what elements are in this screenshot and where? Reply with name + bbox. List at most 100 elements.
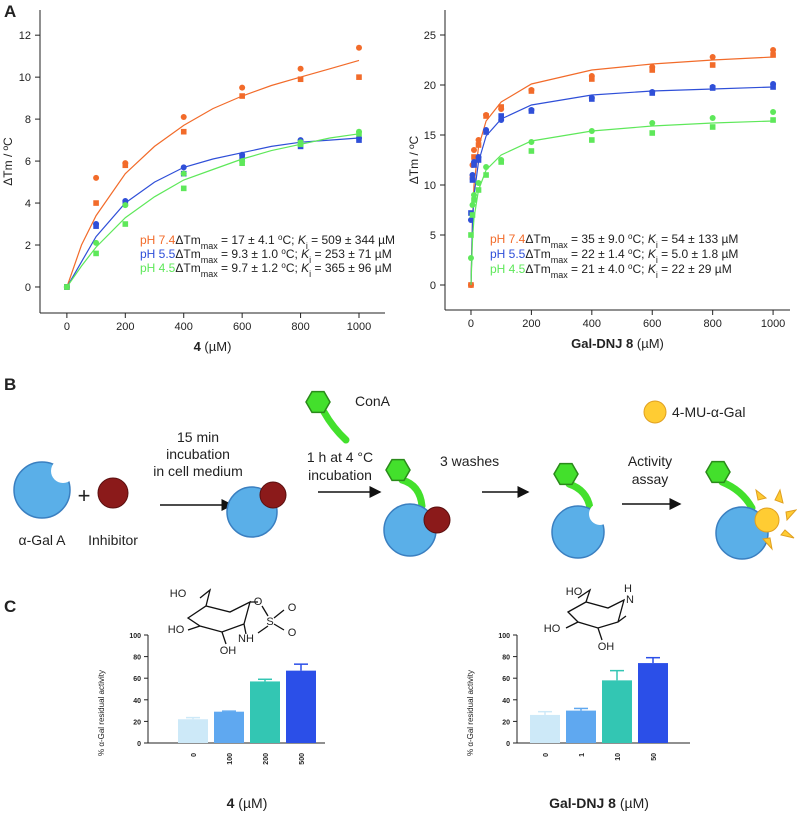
annotation-part: C; <box>632 262 647 276</box>
label: in cell medium <box>153 463 242 479</box>
cona-shape <box>705 460 731 484</box>
structure-label: HO <box>544 623 561 635</box>
inhibitor-shape <box>259 481 287 509</box>
point <box>649 120 656 126</box>
structure-label: O <box>288 627 297 639</box>
x-tick-label: 10 <box>615 753 622 761</box>
point <box>589 137 595 143</box>
x-axis-label: 4 (µM) <box>227 795 268 811</box>
x-axis-label-bold: Gal-DNJ 8 <box>571 336 633 351</box>
structure-label: H <box>624 583 632 595</box>
x-tick-label: 100 <box>227 753 234 765</box>
point <box>709 62 716 68</box>
y-tick-label: 12 <box>19 30 31 42</box>
y-tick-label: 100 <box>498 633 510 640</box>
annotation-part: ΔTm <box>525 262 550 276</box>
x-tick-label: 200 <box>263 753 270 765</box>
x-tick-label: 0 <box>468 318 474 330</box>
structure-label: HO <box>566 586 583 598</box>
y-tick-label: 60 <box>502 676 510 683</box>
y-axis-label: % α-Gal residual activity <box>466 670 475 756</box>
point <box>649 130 656 136</box>
annotation-part: max <box>201 241 219 251</box>
annotation-part: ΔTm <box>175 233 200 247</box>
point <box>356 44 363 51</box>
y-axis-label: ΔTm / ºC <box>407 135 421 184</box>
bar <box>566 710 596 743</box>
active-site <box>589 503 611 525</box>
x-tick-label: 500 <box>299 753 306 765</box>
point <box>649 90 656 96</box>
point <box>469 172 476 178</box>
x-tick-label: 400 <box>175 321 193 333</box>
fit-annotation: pH 7.4ΔTmmax = 17 ± 4.1 oC; Ki = 509 ± 3… <box>140 233 395 252</box>
label: 4-MU-α-Gal <box>672 404 745 420</box>
annotation-part: o <box>281 261 286 270</box>
annotation-part: C; <box>286 247 301 261</box>
y-tick-label: 5 <box>430 230 436 242</box>
bar <box>214 711 244 743</box>
point <box>239 84 246 91</box>
annotation-part: = 253 ± 71 µM <box>311 247 392 261</box>
x-tick-label: 0 <box>543 753 550 757</box>
point <box>180 114 187 121</box>
legend-name: pH 5.5 <box>140 247 176 261</box>
x-axis-label-unit: (µM) <box>201 339 232 354</box>
structure-label: O <box>254 596 263 608</box>
point <box>122 202 129 209</box>
point <box>64 284 70 290</box>
y-axis-label: % α-Gal residual activity <box>97 670 106 756</box>
bar <box>530 714 560 743</box>
x-axis-label-bold: Gal-DNJ 8 <box>549 795 616 811</box>
x-tick-label: 200 <box>116 321 134 333</box>
cona-shape <box>385 458 411 482</box>
annotation-part: K <box>648 232 657 246</box>
label: incubation <box>166 446 230 462</box>
point <box>498 113 504 119</box>
annotation-part: i <box>656 255 658 265</box>
x-tick-label: 600 <box>643 318 661 330</box>
inhibitor-shape <box>97 477 129 509</box>
point <box>467 255 474 261</box>
point <box>180 128 187 135</box>
annotation-part: o <box>278 233 283 242</box>
point <box>475 137 482 143</box>
y-tick-label: 0 <box>506 741 510 748</box>
panel-label: A <box>4 2 16 21</box>
fit-annotation: pH 4.5ΔTmmax = 9.7 ± 1.2 oC; Ki = 365 ± … <box>140 261 392 280</box>
substrate-shape <box>754 507 780 533</box>
point <box>239 93 245 99</box>
annotation-part: K <box>301 261 310 275</box>
annotation-part: ΔTm <box>525 247 550 261</box>
cona-stem <box>320 408 350 444</box>
fit-annotation: pH 4.5ΔTmmax = 21 ± 4.0 oC; Ki = 22 ± 29… <box>490 262 732 281</box>
annotation-part: i <box>309 255 311 265</box>
point <box>471 154 477 160</box>
annotation-part: ΔTm <box>175 247 200 261</box>
structure <box>186 588 627 645</box>
point <box>93 200 99 206</box>
point <box>93 174 100 181</box>
x-tick-label: 0 <box>191 753 198 757</box>
bar <box>250 681 280 743</box>
structure-label: OH <box>598 641 615 653</box>
bar <box>638 663 668 743</box>
x-tick-label: 1000 <box>761 318 785 330</box>
substrate-shape <box>643 400 667 424</box>
x-tick-label: 400 <box>583 318 601 330</box>
point <box>180 164 187 171</box>
point <box>528 88 535 94</box>
y-tick-label: 10 <box>424 180 436 192</box>
point <box>468 282 474 288</box>
label: 3 washes <box>440 453 499 469</box>
point <box>709 85 716 91</box>
annotation-part: max <box>551 270 569 280</box>
y-tick-label: 15 <box>424 130 436 142</box>
y-tick-label: 80 <box>502 655 510 662</box>
annotation-part: K <box>298 233 307 247</box>
y-tick-label: 40 <box>133 698 141 705</box>
label: incubation <box>308 467 372 483</box>
legend-name: pH 4.5 <box>490 262 526 276</box>
point <box>770 84 776 90</box>
